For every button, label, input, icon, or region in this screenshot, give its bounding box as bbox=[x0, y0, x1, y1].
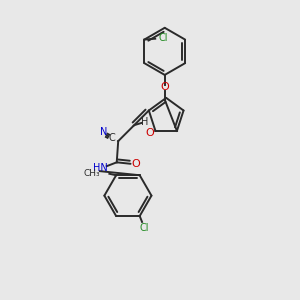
Text: H: H bbox=[141, 117, 148, 127]
Text: O: O bbox=[160, 82, 169, 92]
Text: CH₃: CH₃ bbox=[83, 169, 100, 178]
Text: C: C bbox=[108, 133, 115, 143]
Text: O: O bbox=[131, 159, 140, 169]
Text: O: O bbox=[146, 128, 154, 138]
Text: HN: HN bbox=[93, 163, 107, 172]
Text: N: N bbox=[100, 127, 108, 137]
Text: Cl: Cl bbox=[158, 33, 168, 43]
Text: Cl: Cl bbox=[140, 223, 149, 233]
